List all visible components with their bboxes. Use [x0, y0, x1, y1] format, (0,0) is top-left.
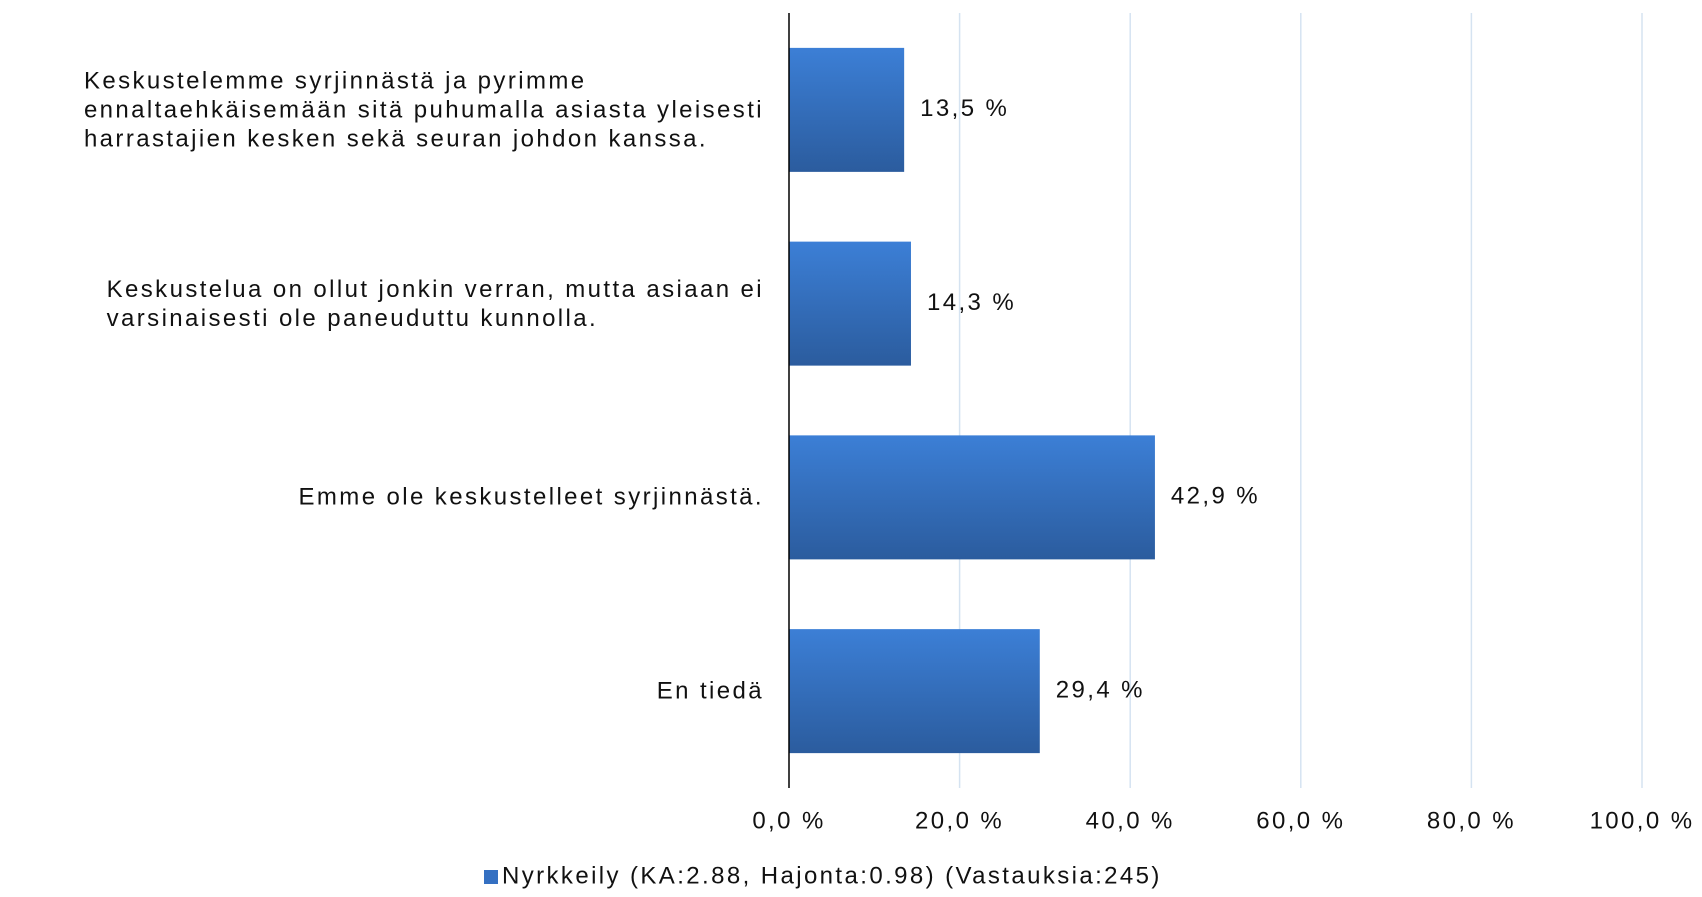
legend-swatch: [484, 870, 498, 884]
bar: [789, 241, 911, 366]
category-label: Keskustelemme syrjinnästä ja pyrimme enn…: [83, 67, 764, 153]
value-label: 13,5 %: [920, 95, 1009, 122]
x-tick-label: 0,0 %: [752, 807, 825, 834]
value-label: 29,4 %: [1056, 676, 1145, 703]
bar: [789, 47, 905, 172]
value-label: 42,9 %: [1171, 483, 1260, 510]
category-label: Emme ole keskustelleet syrjinnästä.: [298, 483, 764, 511]
x-tick-label: 100,0 %: [1590, 807, 1695, 834]
x-tick-label: 60,0 %: [1256, 807, 1345, 834]
value-label: 14,3 %: [927, 289, 1016, 316]
legend-label: Nyrkkeily (KA:2.88, Hajonta:0.98) (Vasta…: [502, 862, 1162, 889]
x-tick-label: 80,0 %: [1427, 807, 1516, 834]
bar: [789, 629, 1040, 754]
x-tick-label: 20,0 %: [915, 807, 1004, 834]
category-label: Keskustelua on ollut jonkin verran, mutt…: [106, 275, 764, 332]
category-label: En tiedä: [656, 677, 764, 705]
x-tick-label: 40,0 %: [1086, 807, 1175, 834]
bar: [789, 435, 1155, 560]
